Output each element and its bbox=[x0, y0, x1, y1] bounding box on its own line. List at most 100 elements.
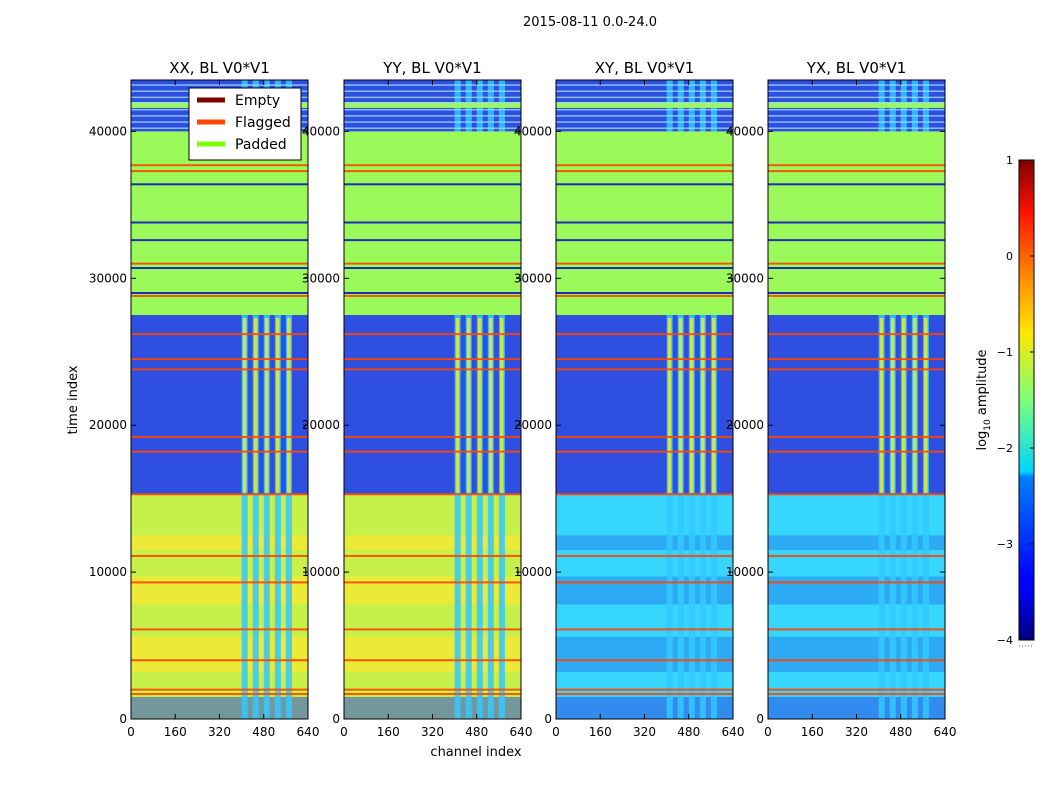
panel-yx: YX, BL V0*V1 0 160 320 480 640 0 10000 20000 3000… bbox=[726, 59, 957, 739]
padded-gap bbox=[556, 221, 733, 224]
padded-gap bbox=[556, 292, 733, 294]
y-tick-label: 0 bbox=[332, 712, 340, 726]
flagged-row bbox=[556, 368, 733, 371]
flagged-row bbox=[131, 435, 308, 438]
heatmap-sub-band bbox=[768, 636, 945, 672]
heatmap-sub-band bbox=[344, 636, 521, 672]
padded-gap bbox=[131, 267, 308, 270]
legend: Empty Flagged Padded bbox=[188, 87, 302, 161]
flagged-row bbox=[344, 493, 521, 496]
padded-region bbox=[556, 102, 733, 108]
flagged-row bbox=[131, 170, 308, 173]
flagged-row bbox=[768, 493, 945, 496]
rfi-column-hot bbox=[477, 317, 482, 493]
padded-gap bbox=[344, 239, 521, 242]
flagged-row bbox=[131, 164, 308, 167]
colorbar-tick-label: −1 bbox=[997, 346, 1013, 359]
flagged-row bbox=[131, 262, 308, 265]
flagged-row bbox=[556, 493, 733, 496]
y-tick-label: 10000 bbox=[726, 565, 764, 579]
x-tick-label: 0 bbox=[340, 725, 348, 739]
colorbar-tick-label: 1 bbox=[1006, 154, 1013, 167]
flagged-row bbox=[344, 659, 521, 662]
colorbar-label: log10 amplitude bbox=[975, 349, 993, 450]
y-tick-label: 10000 bbox=[302, 565, 340, 579]
padded-gap bbox=[768, 239, 945, 242]
colorbar: 10−1−2−3−4 log10 amplitude bbox=[975, 154, 1035, 647]
top-stripe bbox=[768, 96, 945, 99]
padded-gap bbox=[556, 239, 733, 242]
y-axis-label: time index bbox=[66, 365, 81, 434]
top-stripe bbox=[768, 115, 945, 117]
legend-label-flagged: Flagged bbox=[235, 115, 291, 131]
padded-gap bbox=[131, 183, 308, 186]
padded-gap bbox=[344, 183, 521, 186]
heatmap-sub-band bbox=[344, 535, 521, 551]
heatmap-high-band bbox=[131, 494, 308, 719]
rfi-column-hot bbox=[488, 317, 493, 493]
y-tick-label: 30000 bbox=[514, 271, 552, 285]
top-stripe bbox=[768, 127, 945, 129]
flagged-row bbox=[556, 450, 733, 453]
top-stripe bbox=[344, 96, 521, 99]
flagged-row bbox=[556, 435, 733, 438]
flagged-row bbox=[768, 333, 945, 336]
panel-title-yx: YX, BL V0*V1 bbox=[806, 59, 907, 77]
x-axis-label: channel index bbox=[430, 745, 521, 760]
y-tick-label: 40000 bbox=[514, 124, 552, 138]
x-tick-label: 640 bbox=[934, 725, 957, 739]
flagged-row bbox=[344, 262, 521, 265]
heatmap-sub-band bbox=[556, 535, 733, 551]
heatmap-sub-band bbox=[768, 576, 945, 605]
padded-gap bbox=[556, 267, 733, 270]
flagged-row bbox=[344, 693, 521, 696]
flagged-row bbox=[768, 368, 945, 371]
legend-entry-empty: Empty bbox=[197, 93, 280, 109]
y-tick-label: 30000 bbox=[726, 271, 764, 285]
top-stripe bbox=[556, 108, 733, 111]
padded-gap bbox=[131, 292, 308, 294]
x-tick-label: 480 bbox=[252, 725, 275, 739]
flagged-row bbox=[768, 164, 945, 167]
padded-gap bbox=[768, 292, 945, 294]
flagged-row bbox=[556, 581, 733, 584]
flagged-row bbox=[131, 368, 308, 371]
x-tick-label: 160 bbox=[377, 725, 400, 739]
padded-region bbox=[768, 102, 945, 108]
top-stripe bbox=[556, 127, 733, 129]
flagged-row bbox=[344, 688, 521, 691]
colorbar-tick-label: −2 bbox=[997, 442, 1013, 455]
rfi-column-hot bbox=[901, 317, 906, 493]
rfi-column-hot bbox=[466, 317, 471, 493]
flagged-row bbox=[344, 628, 521, 631]
top-stripe bbox=[768, 90, 945, 92]
x-tick-label: 480 bbox=[677, 725, 700, 739]
panel-title-yy: YY, BL V0*V1 bbox=[382, 59, 481, 77]
rfi-column-hot bbox=[275, 317, 280, 493]
heatmap-sub-band bbox=[556, 636, 733, 672]
x-tick-label: 480 bbox=[465, 725, 488, 739]
flagged-row bbox=[556, 688, 733, 691]
flagged-row bbox=[768, 262, 945, 265]
legend-label-empty: Empty bbox=[235, 93, 280, 109]
x-tick-label: 320 bbox=[421, 725, 444, 739]
padded-gap bbox=[556, 183, 733, 186]
x-tick-label: 0 bbox=[127, 725, 135, 739]
top-stripe bbox=[556, 115, 733, 117]
heatmap-sub-band bbox=[131, 636, 308, 672]
x-tick-label: 320 bbox=[208, 725, 231, 739]
flagged-row bbox=[131, 333, 308, 336]
rfi-column-hot bbox=[711, 317, 716, 493]
flagged-row bbox=[768, 294, 945, 297]
x-tick-label: 480 bbox=[889, 725, 912, 739]
y-tick-label: 40000 bbox=[726, 124, 764, 138]
heatmap-xx bbox=[131, 80, 308, 719]
rfi-column-hot bbox=[700, 317, 705, 493]
padded-region bbox=[344, 102, 521, 108]
top-stripe bbox=[556, 84, 733, 86]
flagged-row bbox=[131, 294, 308, 297]
heatmap-sub-band bbox=[131, 576, 308, 605]
y-tick-label: 40000 bbox=[89, 124, 127, 138]
flagged-row bbox=[556, 628, 733, 631]
rfi-column-hot bbox=[242, 317, 247, 493]
